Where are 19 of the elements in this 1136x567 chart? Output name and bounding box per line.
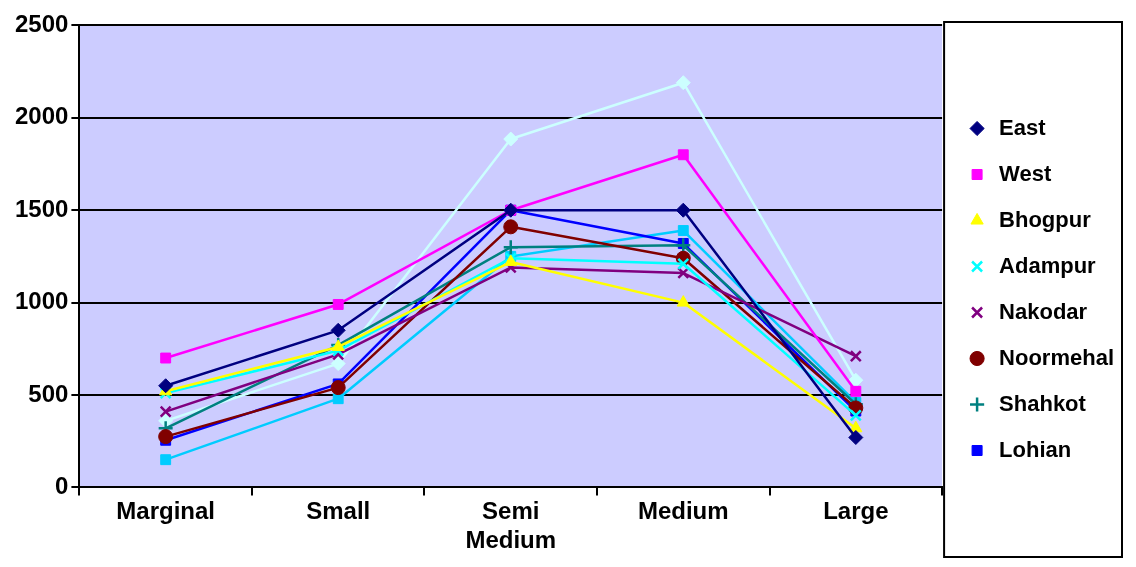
- x-tick-label: Large: [823, 497, 889, 525]
- legend-label: Bhogpur: [999, 206, 1092, 232]
- y-tick-label: 500: [28, 379, 69, 407]
- x-tick-label: Marginal: [116, 497, 215, 525]
- y-tick-label: 1000: [15, 287, 69, 315]
- legend-label: Noormehal: [999, 344, 1115, 370]
- x-tick-label: Small: [306, 497, 371, 525]
- y-tick-label: 1500: [15, 194, 69, 222]
- legend-label: Shahkot: [999, 390, 1087, 416]
- x-tick-label: Medium: [637, 497, 729, 525]
- legend-label: Adampur: [999, 252, 1097, 278]
- legend-label: East: [999, 114, 1047, 140]
- legend-label: Lohian: [999, 436, 1072, 462]
- legend-label: West: [999, 160, 1052, 186]
- legend-label: Nakodar: [999, 298, 1088, 324]
- x-tick-label: Semi Medium: [465, 497, 557, 554]
- y-tick-label: 2000: [15, 102, 69, 130]
- y-tick-label: 0: [55, 472, 69, 500]
- y-tick-label: 2500: [15, 10, 69, 38]
